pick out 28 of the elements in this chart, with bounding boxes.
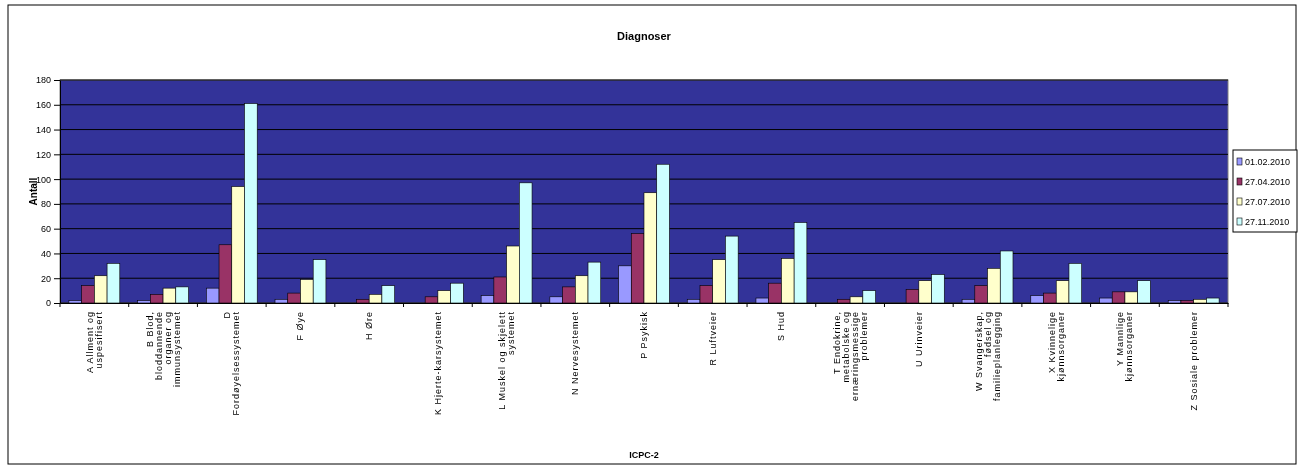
y-tick-label: 20 <box>40 273 51 284</box>
legend-label: 27.04.2010 <box>1245 177 1291 187</box>
x-tick-label: Z Sosiale problemer <box>1188 311 1199 411</box>
y-tick-label: 80 <box>40 199 51 210</box>
chart-title: Diagnoser <box>617 30 672 42</box>
x-tick-label: L Muskel og skjelett systemet <box>497 311 517 410</box>
x-tick-label: N Nervesystemet <box>570 311 581 396</box>
x-tick-label: S Hud <box>776 311 787 342</box>
legend-label: 27.11.2010 <box>1245 217 1290 227</box>
x-tick-label: K Hjerte-karsystemet <box>432 311 443 416</box>
y-tick-label: 40 <box>40 248 51 259</box>
legend-label: 01.02.2010 <box>1245 157 1291 167</box>
y-tick-label: 120 <box>35 149 51 160</box>
x-tick-label: W Svangerskap, fødsel og familieplanlegging <box>973 311 1002 402</box>
y-tick-label: 180 <box>35 75 51 86</box>
y-tick-label: 60 <box>40 224 51 235</box>
x-tick-label: T Endokrine, metabolske og ernæringsmessige problemer <box>831 311 869 402</box>
x-axis-title: ICPC-2 <box>629 450 659 460</box>
x-tick-label: A Allment og uspesifisert <box>84 311 104 374</box>
x-tick-label: U Urinveier <box>913 311 924 368</box>
x-tick-label: F Øye <box>295 311 306 341</box>
x-tick-label: R Luftveier <box>707 311 718 366</box>
x-tick-label: P Psykisk <box>639 311 649 359</box>
legend-label: 27.07.2010 <box>1245 197 1291 207</box>
y-tick-label: 0 <box>45 298 51 309</box>
x-tick-label: H Øre <box>364 311 375 341</box>
y-tick-label: 160 <box>35 100 51 111</box>
y-tick-label: 140 <box>35 124 51 135</box>
